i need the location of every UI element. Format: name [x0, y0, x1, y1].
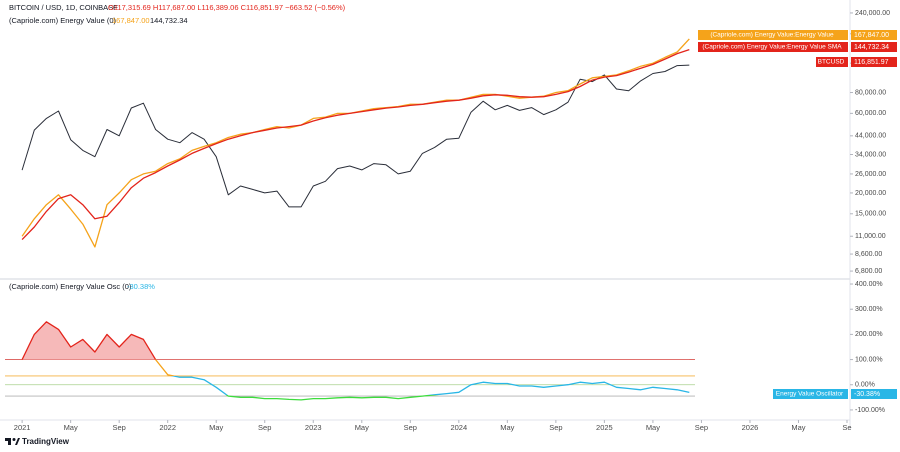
y-tick-label: 44,000.00	[855, 133, 886, 140]
y-tick-label: 6,800.00	[855, 268, 882, 275]
osc-title: (Capriole.com) Energy Value Osc (0)	[9, 282, 132, 291]
series-name-box	[698, 30, 848, 40]
series-name-box	[698, 42, 848, 52]
x-tick-label: May	[646, 423, 660, 432]
logo: TradingView	[5, 437, 70, 446]
x-tick-label: 2021	[14, 423, 31, 432]
series-line	[21, 48, 690, 241]
last-value-label: 116,851.97	[854, 59, 889, 66]
series-name-box	[773, 389, 848, 399]
x-tick-label: 2026	[742, 423, 759, 432]
series-name-box	[816, 57, 848, 67]
brand: TradingView	[22, 437, 70, 446]
last-value-label: 167,847.00	[854, 32, 889, 39]
x-tick-label: 2024	[450, 423, 467, 432]
y-tick-label: -100.00%	[855, 407, 885, 414]
y-tick-label: 300.00%	[855, 306, 883, 313]
y-tick-label: 60,000.00	[855, 110, 886, 117]
y-tick-label: 80,000.00	[855, 89, 886, 96]
x-tick-label: 2025	[596, 423, 613, 432]
y-tick-label: 15,000.00	[855, 211, 886, 218]
area-fill	[22, 321, 690, 360]
x-tick-label: May	[209, 423, 223, 432]
y-tick-label: 200.00%	[855, 331, 883, 338]
y-tick-label: 34,000.00	[855, 151, 886, 158]
series-line	[21, 64, 690, 208]
x-tick-label: Sep	[404, 423, 417, 432]
y-tick-label: 11,000.00	[855, 233, 886, 240]
y-tick-label: 20,000.00	[855, 190, 886, 197]
x-tick-label: May	[500, 423, 514, 432]
x-tick-label: May	[791, 423, 805, 432]
last-value-box	[851, 389, 897, 399]
ohlc: O117,315.69 H117,687.00 L116,389.06 C116…	[108, 3, 346, 12]
x-tick-label: May	[355, 423, 369, 432]
x-tick-label: May	[64, 423, 78, 432]
x-tick-label: Sep	[549, 423, 562, 432]
x-tick-label: Sep	[258, 423, 271, 432]
series-name: (Capriole.com) Energy Value:Energy Value…	[702, 44, 842, 51]
x-tick-label: Sep	[695, 423, 708, 432]
x-tick-label: Sep	[112, 423, 125, 432]
y-tick-label: 400.00%	[855, 281, 883, 288]
series-name: Energy Value Oscillator	[776, 391, 844, 398]
last-value-box	[851, 57, 897, 67]
last-value-label: -30.38%	[854, 391, 880, 398]
x-tick-label: 2022	[159, 423, 176, 432]
y-tick-label: 240,000.00	[855, 10, 890, 17]
last-value-label: 144,732.34	[854, 44, 889, 51]
indicator-value: 144,732.34	[150, 16, 188, 25]
series-line	[21, 321, 690, 401]
y-tick-label: 26,000.00	[855, 171, 886, 178]
last-value-box	[851, 30, 897, 40]
y-tick-label: 100.00%	[855, 356, 883, 363]
y-tick-label: 0.00%	[855, 382, 875, 389]
x-tick-label: Se	[842, 423, 851, 432]
indicator-title: (Capriole.com) Energy Value (0)	[9, 16, 116, 25]
series-line	[21, 38, 690, 248]
x-tick-label: 2023	[305, 423, 322, 432]
series-name: BTCUSD	[818, 59, 845, 66]
osc-value: -30.38%	[127, 282, 155, 291]
last-value-box	[851, 42, 897, 52]
chart-title: BITCOIN / USD, 1D, COINBASE	[9, 3, 118, 12]
indicator-value: 167,847.00	[112, 16, 150, 25]
series-name: (Capriole.com) Energy Value:Energy Value	[710, 32, 834, 39]
y-tick-label: 8,600.00	[855, 251, 882, 258]
